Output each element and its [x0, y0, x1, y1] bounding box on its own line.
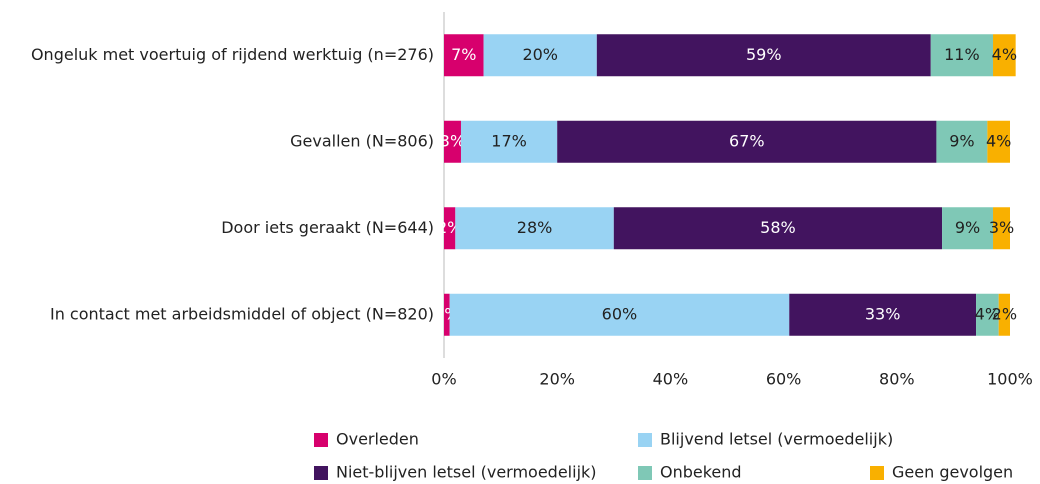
data-label: 4% [992, 45, 1017, 64]
data-label: 28% [517, 218, 553, 237]
data-label: 11% [944, 45, 980, 64]
bar-segment [993, 207, 1010, 250]
x-tick-label: 100% [987, 370, 1033, 389]
bar-segment [998, 293, 1010, 336]
legend-swatch [638, 466, 652, 480]
x-tick-label: 20% [539, 370, 575, 389]
bar-segment [444, 34, 484, 77]
data-label: 4% [975, 304, 1000, 323]
y-tick-label: Ongeluk met voertuig of rijdend werktuig… [31, 45, 434, 64]
bar-segment [993, 34, 1016, 77]
legend-swatch [870, 466, 884, 480]
bar-segment [942, 207, 994, 250]
bar-segment [987, 120, 1010, 163]
legend-label: Niet-blijven letsel (vermoedelijk) [336, 463, 597, 482]
bar-segment [930, 34, 994, 77]
data-label: 59% [746, 45, 782, 64]
bar-segment [596, 34, 931, 77]
data-label: 3% [440, 131, 465, 150]
bar-segment [455, 207, 614, 250]
legend-swatch [314, 466, 328, 480]
x-tick-label: 60% [766, 370, 802, 389]
bar-segment [936, 120, 988, 163]
data-label: 4% [986, 131, 1011, 150]
legend-label: Overleden [336, 430, 419, 449]
x-tick-label: 40% [653, 370, 689, 389]
data-label: 2% [992, 304, 1017, 323]
bar-segment [460, 120, 558, 163]
legend-label: Geen gevolgen [892, 463, 1013, 482]
bar-segment [449, 293, 790, 336]
y-tick-label: In contact met arbeidsmiddel of object (… [50, 304, 434, 323]
legend-swatch [638, 433, 652, 447]
y-tick-label: Gevallen (N=806) [290, 131, 434, 150]
data-label: 17% [491, 131, 527, 150]
x-tick-label: 80% [879, 370, 915, 389]
legend-swatch [314, 433, 328, 447]
y-tick-label: Door iets geraakt (N=644) [221, 218, 434, 237]
x-tick-label: 0% [431, 370, 456, 389]
data-label: 3% [989, 218, 1014, 237]
data-label: 67% [729, 131, 765, 150]
legend-label: Blijvend letsel (vermoedelijk) [660, 430, 893, 449]
bar-segment [789, 293, 977, 336]
bar-segment [444, 207, 456, 250]
data-label: 33% [865, 304, 901, 323]
data-label: 7% [451, 45, 476, 64]
bar-segment [976, 293, 999, 336]
bar-segment [444, 293, 450, 336]
data-label: 9% [955, 218, 980, 237]
data-label: 9% [949, 131, 974, 150]
data-label: 58% [760, 218, 796, 237]
bar-segment [613, 207, 943, 250]
data-label: 60% [602, 304, 638, 323]
bar-segment [557, 120, 937, 163]
data-label: 20% [522, 45, 558, 64]
bar-segment [483, 34, 597, 77]
legend-label: Onbekend [660, 463, 742, 482]
bar-segment [444, 120, 461, 163]
